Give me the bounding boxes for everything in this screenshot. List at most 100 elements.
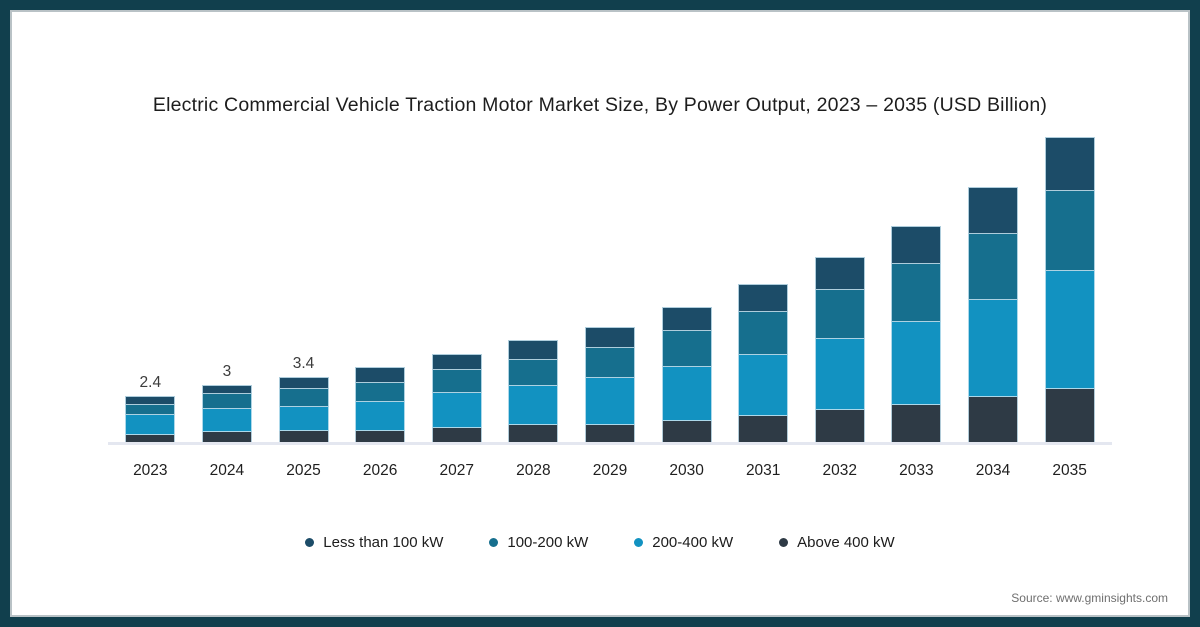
bar-segment-2024-less-than-100-kw: [201, 384, 252, 394]
legend-label-100-200-kw: 100-200 kW: [507, 534, 589, 551]
bar-segment-2024-200-400-kw: [201, 409, 252, 433]
bar-column-2033: [878, 125, 955, 443]
x-axis-label-2035: 2035: [1052, 462, 1087, 479]
legend-item-200-400-kw: 200-400 kW: [634, 534, 733, 551]
bar-segment-2023-less-than-100-kw: [125, 396, 176, 406]
bar-segment-2029-100-200-kw: [584, 347, 635, 379]
stacked-bar-2025: [278, 377, 329, 443]
x-axis-label-2026: 2026: [362, 462, 398, 479]
bar-segment-2035-above-400-kw: [1044, 388, 1095, 443]
bar-segment-2027-above-400-kw: [431, 428, 482, 443]
bar-segment-2029-above-400-kw: [584, 424, 635, 443]
bar-segment-2027-less-than-100-kw: [431, 353, 482, 371]
stacked-bar-2030: [661, 307, 712, 443]
x-axis-label-2031: 2031: [745, 462, 781, 479]
bar-segment-2034-200-400-kw: [968, 300, 1018, 398]
bar-total-label-2024: 3: [222, 362, 232, 380]
stacked-bar-2035: [1044, 136, 1095, 443]
legend-item-less-than-100-kw: Less than 100 kW: [305, 534, 443, 551]
bar-column-2032: [801, 125, 878, 443]
stacked-bar-2029: [584, 326, 635, 443]
bar-column-2027: [418, 125, 495, 443]
bar-segment-2030-less-than-100-kw: [661, 307, 712, 332]
bar-segment-2033-less-than-100-kw: [891, 225, 942, 264]
bar-column-2023: 2.4: [112, 125, 189, 443]
legend-item-100-200-kw: 100-200 kW: [489, 534, 588, 551]
bar-segment-2028-less-than-100-kw: [508, 340, 559, 360]
bar-segment-2035-less-than-100-kw: [1044, 136, 1095, 191]
stacked-bar-2026: [355, 367, 406, 443]
bar-segment-2026-200-400-kw: [355, 402, 406, 432]
bar-segment-2030-above-400-kw: [661, 420, 712, 443]
legend: Less than 100 kW 100-200 kW 200-400 kW Abov…: [10, 534, 1190, 551]
bar-total-label-2023: 2.4: [139, 374, 162, 392]
x-axis-label-2032: 2032: [822, 462, 858, 479]
legend-label-above-400-kw: Above 400 kW: [797, 534, 895, 551]
bar-segment-2031-less-than-100-kw: [738, 283, 789, 313]
bar-segment-2032-less-than-100-kw: [814, 256, 865, 290]
stacked-bar-2033: [891, 225, 942, 443]
bar-segment-2032-above-400-kw: [814, 410, 865, 443]
bar-segment-2023-100-200-kw: [125, 405, 176, 415]
bar-column-2031: [725, 125, 802, 443]
legend-label-200-400-kw: 200-400 kW: [652, 534, 734, 551]
bar-segment-2025-100-200-kw: [278, 388, 329, 408]
bar-column-2028: [495, 125, 572, 443]
bar-segment-2031-100-200-kw: [738, 312, 789, 355]
bar-segment-2024-100-200-kw: [201, 393, 252, 410]
x-axis-label-2030: 2030: [669, 462, 704, 479]
bar-segment-2029-less-than-100-kw: [584, 326, 635, 348]
bar-segment-2033-above-400-kw: [891, 405, 942, 443]
bar-segment-2025-200-400-kw: [278, 407, 329, 432]
bars-container: 2.4 3 3.4: [112, 125, 1108, 443]
stacked-bar-2034: [968, 186, 1018, 443]
x-axis-label-2027: 2027: [439, 462, 474, 479]
x-axis-label-2023: 2023: [133, 462, 168, 479]
bar-column-2029: [572, 125, 649, 443]
legend-label-less-than-100-kw: Less than 100 kW: [323, 534, 444, 551]
bar-segment-2028-above-400-kw: [508, 424, 559, 443]
legend-swatch-icon-200-400-kw: [634, 538, 644, 547]
bar-column-2030: [648, 125, 725, 443]
stacked-bar-2032: [814, 256, 865, 443]
bar-column-2024: 3: [189, 125, 266, 443]
bar-segment-2032-200-400-kw: [814, 339, 865, 411]
stacked-bar-2031: [738, 283, 789, 443]
x-axis-label-2033: 2033: [899, 462, 934, 479]
bar-segment-2028-100-200-kw: [508, 359, 559, 386]
stacked-bar-2027: [431, 353, 482, 443]
x-axis-label-2034: 2034: [975, 462, 1011, 479]
x-axis-label-2025: 2025: [286, 462, 321, 479]
legend-item-above-400-kw: Above 400 kW: [779, 534, 895, 551]
x-axis-label-2024: 2024: [209, 462, 245, 479]
bar-segment-2033-200-400-kw: [891, 321, 942, 406]
bar-segment-2031-200-400-kw: [738, 354, 789, 416]
bar-segment-2027-100-200-kw: [431, 370, 482, 393]
x-axis-label-2028: 2028: [516, 462, 551, 479]
legend-swatch-icon-less-than-100-kw: [305, 538, 315, 547]
legend-swatch-icon-100-200-kw: [489, 538, 499, 547]
bar-total-label-2025: 3.4: [292, 355, 315, 373]
stacked-bar-2028: [508, 340, 559, 443]
bar-column-2034: [955, 125, 1032, 443]
bar-column-2035: [1031, 125, 1108, 443]
bar-column-2025: 3.4: [265, 125, 342, 443]
source-attribution: Source: www.gminsights.com: [1011, 591, 1168, 605]
bar-segment-2030-200-400-kw: [661, 367, 712, 421]
bar-segment-2027-200-400-kw: [431, 392, 482, 429]
bar-column-2026: [342, 125, 419, 443]
bar-segment-2030-100-200-kw: [661, 331, 712, 368]
bar-segment-2028-200-400-kw: [508, 385, 559, 425]
bar-segment-2035-200-400-kw: [1044, 271, 1095, 389]
stacked-bar-2024: [201, 384, 252, 443]
bar-segment-2034-less-than-100-kw: [968, 186, 1018, 234]
bar-segment-2023-200-400-kw: [125, 414, 176, 436]
bar-segment-2031-above-400-kw: [738, 415, 789, 443]
bar-segment-2029-200-400-kw: [584, 378, 635, 425]
stacked-bar-2023: [125, 396, 176, 443]
legend-swatch-icon-above-400-kw: [779, 538, 789, 547]
bar-segment-2034-100-200-kw: [968, 233, 1018, 301]
bar-segment-2025-less-than-100-kw: [278, 377, 329, 389]
chart-title: Electric Commercial Vehicle Traction Mot…: [152, 94, 1048, 116]
